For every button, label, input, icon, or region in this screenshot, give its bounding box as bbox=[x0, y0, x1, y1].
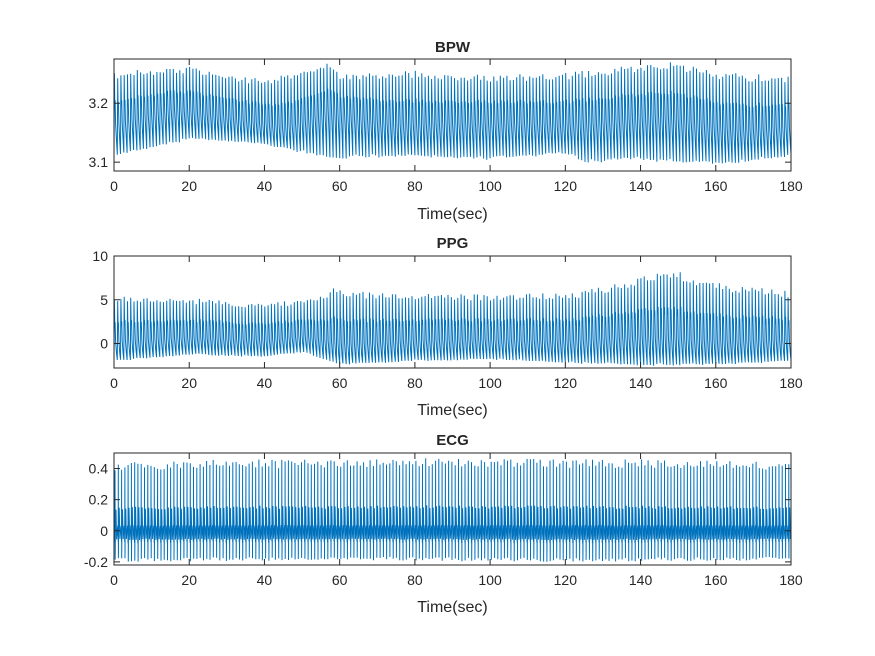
x-axis-label: Time(sec) bbox=[417, 402, 488, 419]
x-tick-label: 140 bbox=[629, 178, 653, 194]
x-tick-label: 120 bbox=[554, 375, 578, 391]
y-tick-label: 10 bbox=[92, 248, 108, 264]
x-tick-label: 180 bbox=[779, 375, 803, 391]
x-tick-label: 80 bbox=[407, 572, 423, 588]
x-tick-label: 120 bbox=[554, 178, 578, 194]
x-tick-label: 60 bbox=[332, 178, 348, 194]
x-tick-label: 80 bbox=[407, 178, 423, 194]
x-axis-label: Time(sec) bbox=[417, 599, 488, 616]
y-tick-label: 5 bbox=[100, 292, 108, 308]
x-ticks: 0 20 40 60 80 100 120 140 160 180 bbox=[110, 59, 803, 194]
y-tick-label: 3.1 bbox=[89, 154, 109, 170]
x-tick-label: 100 bbox=[478, 375, 502, 391]
series-group bbox=[114, 272, 791, 366]
y-tick-label: 0 bbox=[100, 336, 108, 352]
axes-box bbox=[113, 58, 792, 172]
x-tick-label: 180 bbox=[779, 178, 803, 194]
series-line-ecg bbox=[114, 458, 791, 562]
axes-box bbox=[113, 255, 792, 369]
x-tick-label: 0 bbox=[110, 572, 118, 588]
y-tick-label: 0.2 bbox=[89, 492, 109, 508]
y-tick-label: 3.2 bbox=[89, 95, 109, 111]
x-tick-label: 0 bbox=[110, 178, 118, 194]
x-tick-label: 60 bbox=[332, 572, 348, 588]
x-tick-label: 100 bbox=[478, 572, 502, 588]
x-tick-label: 20 bbox=[181, 375, 197, 391]
x-tick-label: 20 bbox=[181, 178, 197, 194]
y-ticks: -0.2 0 0.2 0.4 bbox=[84, 461, 791, 570]
y-tick-label: 0 bbox=[100, 523, 108, 539]
x-tick-label: 40 bbox=[257, 178, 273, 194]
chart-title: ECG bbox=[436, 432, 469, 449]
x-tick-label: 40 bbox=[257, 572, 273, 588]
x-tick-label: 0 bbox=[110, 375, 118, 391]
series-line-bpw bbox=[114, 62, 791, 164]
x-tick-label: 80 bbox=[407, 375, 423, 391]
y-tick-label: 0.4 bbox=[89, 461, 109, 477]
x-tick-label: 160 bbox=[704, 572, 728, 588]
x-tick-label: 60 bbox=[332, 375, 348, 391]
x-ticks: 0 20 40 60 80 100 120 140 160 180 bbox=[110, 256, 803, 391]
x-tick-label: 100 bbox=[478, 178, 502, 194]
series-group bbox=[114, 62, 791, 164]
x-tick-label: 120 bbox=[554, 572, 578, 588]
axes-box bbox=[113, 452, 792, 566]
x-tick-label: 140 bbox=[629, 572, 653, 588]
x-ticks: 0 20 40 60 80 100 120 140 160 180 bbox=[110, 453, 803, 588]
subplot-bpw: BPW 0 20 40 60 80 100 120 140 160 180 3.1 3.2 Time… bbox=[89, 39, 803, 223]
series-line-ppg bbox=[114, 272, 791, 366]
series-group bbox=[114, 458, 791, 562]
chart-title: BPW bbox=[435, 39, 471, 56]
x-tick-label: 20 bbox=[181, 572, 197, 588]
y-ticks: 0 5 10 bbox=[92, 248, 791, 352]
y-ticks: 3.1 3.2 bbox=[89, 95, 791, 170]
subplot-ecg: ECG 0 20 40 60 80 100 120 140 160 180 -0.200.20.4… bbox=[84, 432, 803, 616]
x-axis-label: Time(sec) bbox=[417, 206, 488, 223]
chart-title: PPG bbox=[437, 235, 469, 252]
x-tick-label: 160 bbox=[704, 375, 728, 391]
y-tick-label: -0.2 bbox=[84, 554, 108, 570]
x-tick-label: 160 bbox=[704, 178, 728, 194]
subplot-ppg: PPG 0 20 40 60 80 100 120 140 160 180 0 5 10 Time(s… bbox=[92, 235, 802, 419]
x-tick-label: 140 bbox=[629, 375, 653, 391]
x-tick-label: 40 bbox=[257, 375, 273, 391]
x-tick-label: 180 bbox=[779, 572, 803, 588]
